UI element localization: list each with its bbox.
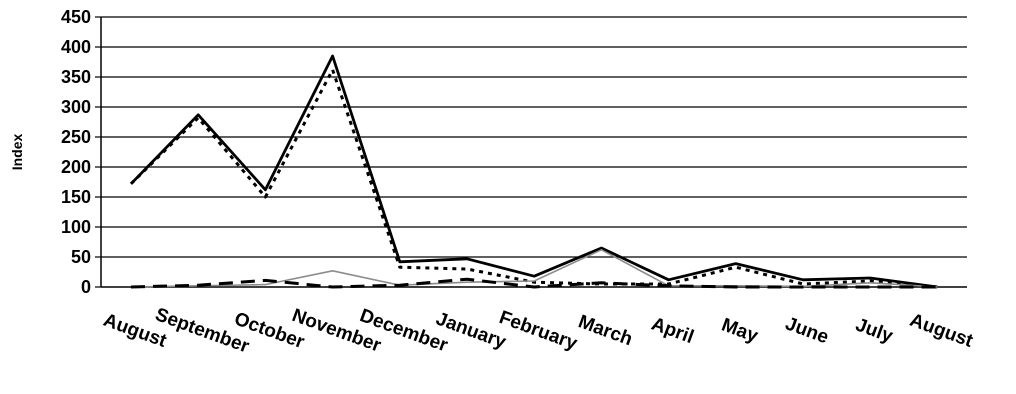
y-tick-label: 150	[61, 187, 91, 207]
series-line-2	[129, 68, 938, 289]
y-tick-label: 0	[81, 277, 91, 297]
x-tick-label: February	[496, 307, 580, 355]
x-tick-label: March	[575, 311, 635, 350]
y-tick-label: 300	[61, 97, 91, 117]
series-line-4	[130, 277, 938, 289]
x-axis-ticks: AugustSeptemberOctoberNovemberDecemberJa…	[101, 304, 977, 358]
x-tick-label: April	[649, 314, 697, 349]
y-tick-label: 100	[61, 217, 91, 237]
x-tick-label: June	[782, 313, 831, 348]
series-lines	[129, 54, 938, 289]
y-axis-ticks: 0 50 100 150 200 250 300 350 400 450	[61, 7, 101, 297]
gridlines	[101, 16, 967, 258]
x-tick-label: August	[907, 310, 976, 352]
y-tick-label: 400	[61, 37, 91, 57]
y-tick-label: 200	[61, 157, 91, 177]
y-tick-label: 50	[71, 247, 91, 267]
y-tick-label: 450	[61, 7, 91, 27]
x-tick-label: July	[853, 314, 896, 347]
y-tick-label: 350	[61, 67, 91, 87]
series-line-1	[129, 54, 938, 289]
x-tick-label: May	[719, 315, 761, 348]
y-tick-label: 250	[61, 127, 91, 147]
y-axis-label: Index	[9, 134, 25, 171]
